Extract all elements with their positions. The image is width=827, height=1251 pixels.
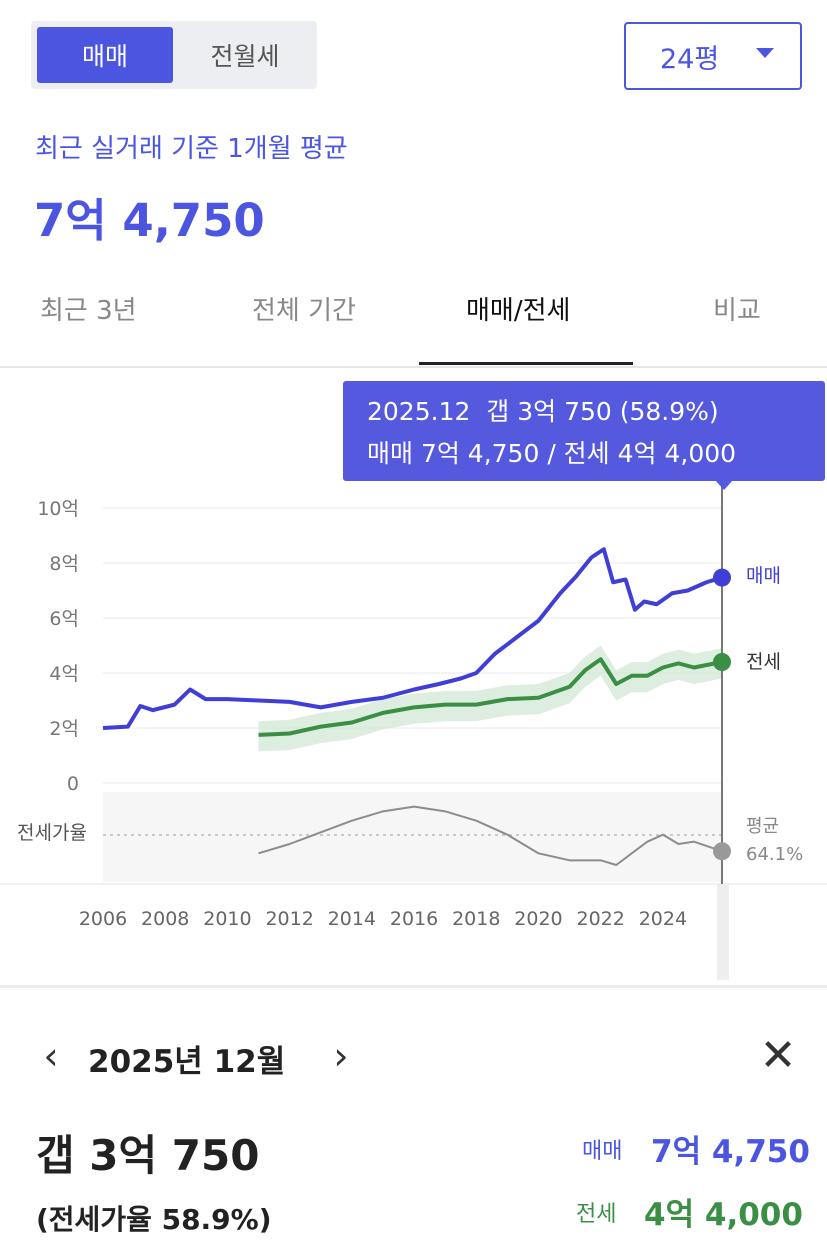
y-tick-label: 10억 xyxy=(37,498,79,520)
sale-value: 7억 4,750 xyxy=(651,1134,810,1170)
sale-series-label: 매매 xyxy=(746,565,781,587)
jeonse-range-shade xyxy=(258,645,722,752)
x-tick-label: 2016 xyxy=(390,908,438,930)
next-month-button[interactable]: › xyxy=(326,1034,356,1078)
ratio-end-marker xyxy=(713,842,731,861)
y-tick-label: 8억 xyxy=(49,553,79,575)
ratio-axis-label: 전세가율 xyxy=(17,822,87,844)
average-price: 7억 4,750 xyxy=(34,194,265,247)
sale-label: 매매 xyxy=(582,1139,623,1164)
x-tick-label: 2018 xyxy=(452,908,500,930)
selected-month: 2025년 12월 xyxy=(88,1044,286,1080)
cursor-handle xyxy=(717,884,729,980)
x-tick-label: 2006 xyxy=(79,908,127,930)
tooltip-line-2: 매매 7억 4,750 / 전세 4억 4,000 xyxy=(367,439,737,468)
size-select-value: 24평 xyxy=(660,43,720,75)
ratio-series-line xyxy=(258,805,723,866)
toggle-sale-button[interactable]: 매매 xyxy=(37,27,173,83)
sale-series-line xyxy=(102,547,723,730)
x-tick-label: 2010 xyxy=(203,908,251,930)
tooltip-line-1: 2025.12 갭 3억 750 (58.9%) xyxy=(367,397,719,426)
jeonse-ratio: (전세가율 58.9%) xyxy=(36,1203,272,1236)
prev-month-button[interactable]: ‹ xyxy=(36,1034,66,1078)
tab-all-period[interactable]: 전체 기간 xyxy=(252,296,356,326)
period-tabs: 최근 3년 전체 기간 매매/전세 비교 xyxy=(0,280,827,368)
toggle-rent-button[interactable]: 전월세 xyxy=(210,42,280,71)
close-button[interactable]: ✕ xyxy=(757,1030,799,1081)
gap-amount: 갭 3억 750 xyxy=(36,1131,260,1180)
y-tick-label: 6억 xyxy=(49,608,79,630)
caret-down-icon xyxy=(756,48,774,58)
x-tick-label: 2024 xyxy=(639,908,687,930)
chevron-right-icon: › xyxy=(333,1034,349,1078)
y-tick-label: 4억 xyxy=(49,663,79,685)
average-label: 평균 xyxy=(746,816,779,837)
average-value: 64.1% xyxy=(746,844,803,865)
tab-sale-jeonse[interactable]: 매매/전세 xyxy=(466,296,571,326)
price-chart[interactable]: 10억 8억 6억 4억 2억 0 2006 2008 2010 2012 2014 2016 2018… xyxy=(0,480,827,980)
jeonse-end-marker xyxy=(713,653,731,671)
section-divider xyxy=(0,985,827,988)
size-select[interactable]: 24평 xyxy=(624,22,802,90)
tab-compare[interactable]: 비교 xyxy=(713,296,761,326)
x-tick-label: 2012 xyxy=(265,908,313,930)
x-tick-label: 2020 xyxy=(514,908,562,930)
x-tick-label: 2008 xyxy=(141,908,189,930)
jeonse-series-line xyxy=(258,657,723,737)
x-tick-label: 2022 xyxy=(577,908,625,930)
sale-end-marker xyxy=(713,568,731,587)
active-tab-indicator xyxy=(419,362,633,365)
trade-type-toggle: 매매 전월세 xyxy=(31,21,317,89)
chevron-left-icon: ‹ xyxy=(43,1034,59,1078)
x-tick-label: 2014 xyxy=(328,908,376,930)
jeonse-label: 전세 xyxy=(576,1202,617,1227)
price-subtitle: 최근 실거래 기준 1개월 평균 xyxy=(35,134,348,164)
jeonse-series-label: 전세 xyxy=(746,651,781,673)
jeonse-value: 4억 4,000 xyxy=(644,1197,803,1233)
tab-recent-3y[interactable]: 최근 3년 xyxy=(40,296,137,326)
y-tick-label: 2억 xyxy=(49,718,79,740)
chart-tooltip: 2025.12 갭 3억 750 (58.9%) 매매 7억 4,750 / 전… xyxy=(343,381,825,490)
tooltip-arrow xyxy=(715,480,733,490)
ratio-band xyxy=(103,792,723,882)
y-tick-label: 0 xyxy=(67,773,79,795)
close-icon: ✕ xyxy=(759,1029,797,1081)
